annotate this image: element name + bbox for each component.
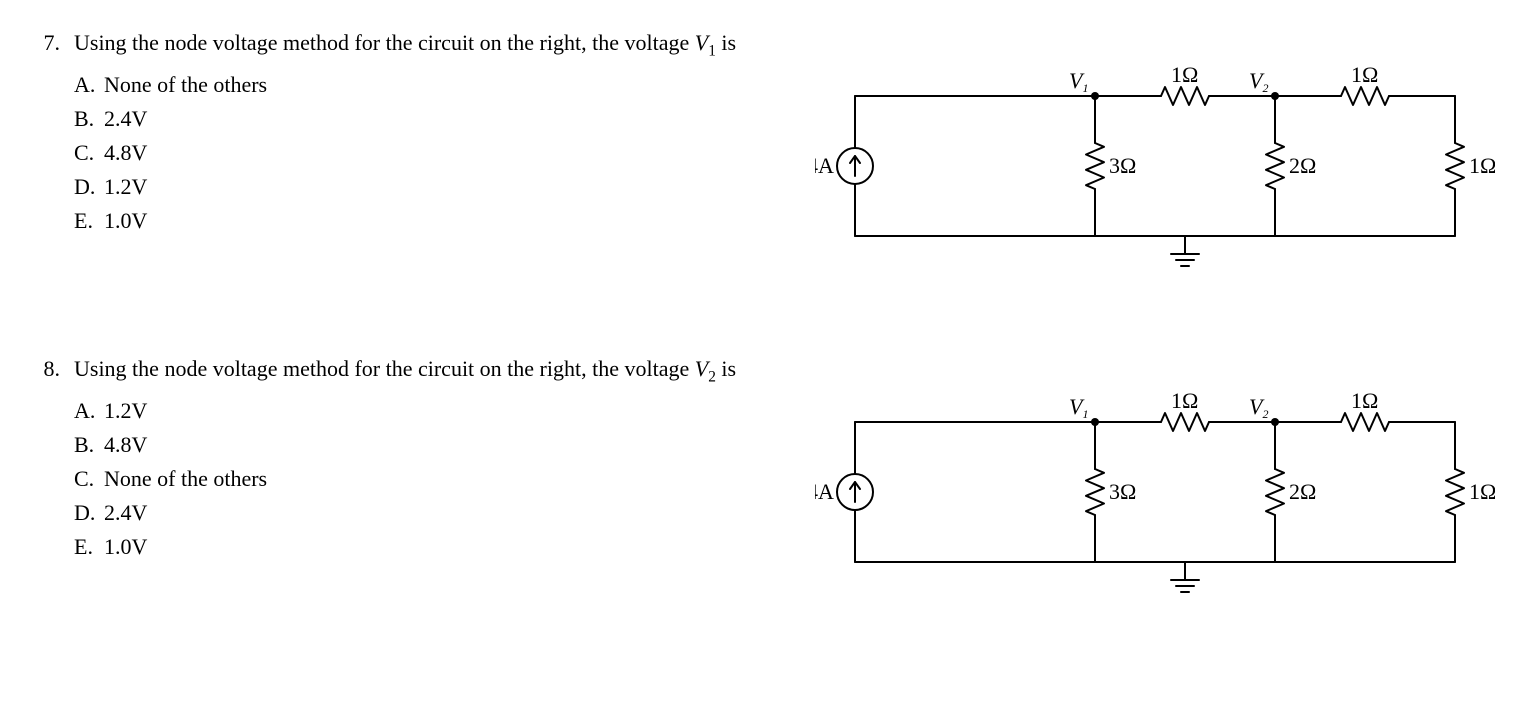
prompt-sub: 1 [708,42,716,59]
r-v3-label: 1Ω [1469,153,1495,178]
r-top1-label: 1Ω [1171,392,1198,413]
r-v1-label: 3Ω [1109,153,1136,178]
node-v2-label: V2 [1249,68,1268,95]
option-e: E. 1.0V [74,204,815,238]
option-text: 1.2V [104,174,147,200]
option-text: 2.4V [104,500,147,526]
option-a: A. 1.2V [74,394,815,428]
option-letter: C. [74,466,104,492]
option-text: None of the others [104,466,267,492]
r-v1-label: 3Ω [1109,479,1136,504]
question-1: 7. Using the node voltage method for the… [20,30,1495,286]
option-b: B. 4.8V [74,428,815,462]
r-top2-label: 1Ω [1351,392,1378,413]
option-letter: D. [74,174,104,200]
prompt-pre: Using the node voltage method for the ci… [74,30,695,55]
circuit-svg: 4A V1 V2 1Ω 1Ω 3Ω 2Ω 1Ω [815,392,1495,612]
source-label: 4A [815,479,834,504]
question-prompt: Using the node voltage method for the ci… [74,356,815,386]
circuit-diagram: 4A V1 V2 1Ω 1Ω 3Ω 2Ω 1Ω [815,356,1495,612]
option-d: D. 2.4V [74,496,815,530]
option-letter: C. [74,140,104,166]
prompt-post: is [716,30,736,55]
options-list: A. None of the others B. 2.4V C. 4.8V D.… [74,68,815,238]
option-letter: E. [74,534,104,560]
prompt-post: is [716,356,736,381]
option-letter: B. [74,432,104,458]
option-letter: A. [74,72,104,98]
node-v2-label: V2 [1249,394,1268,421]
option-a: A. None of the others [74,68,815,102]
source-label: 4A [815,153,834,178]
r-top1-label: 1Ω [1171,66,1198,87]
option-d: D. 1.2V [74,170,815,204]
r-top2-label: 1Ω [1351,66,1378,87]
question-prompt: Using the node voltage method for the ci… [74,30,815,60]
node-v1-label: V1 [1069,394,1088,421]
option-text: 1.0V [104,534,147,560]
circuit-svg: 4A V1 V2 1Ω 1Ω 3Ω 2Ω 1Ω [815,66,1495,286]
question-body: Using the node voltage method for the ci… [74,356,815,564]
option-letter: E. [74,208,104,234]
prompt-pre: Using the node voltage method for the ci… [74,356,695,381]
option-text: 1.2V [104,398,147,424]
prompt-symbol: V [695,356,708,381]
option-text: 1.0V [104,208,147,234]
question-number: 7. [20,30,74,56]
document-root: 7. Using the node voltage method for the… [20,30,1495,612]
option-text: 4.8V [104,432,147,458]
prompt-sub: 2 [708,368,716,385]
r-v3-label: 1Ω [1469,479,1495,504]
circuit-diagram: 4A V1 V2 1Ω 1Ω 3Ω 2Ω 1Ω [815,30,1495,286]
question-body: Using the node voltage method for the ci… [74,30,815,238]
node-v1-label: V1 [1069,68,1088,95]
r-v2-label: 2Ω [1289,479,1316,504]
option-letter: A. [74,398,104,424]
question-number: 8. [20,356,74,382]
option-text: 2.4V [104,106,147,132]
r-v2-label: 2Ω [1289,153,1316,178]
question-2: 8. Using the node voltage method for the… [20,356,1495,612]
option-letter: B. [74,106,104,132]
options-list: A. 1.2V B. 4.8V C. None of the others D.… [74,394,815,564]
option-text: None of the others [104,72,267,98]
prompt-symbol: V [695,30,708,55]
option-b: B. 2.4V [74,102,815,136]
option-c: C. 4.8V [74,136,815,170]
option-e: E. 1.0V [74,530,815,564]
option-text: 4.8V [104,140,147,166]
option-c: C. None of the others [74,462,815,496]
option-letter: D. [74,500,104,526]
